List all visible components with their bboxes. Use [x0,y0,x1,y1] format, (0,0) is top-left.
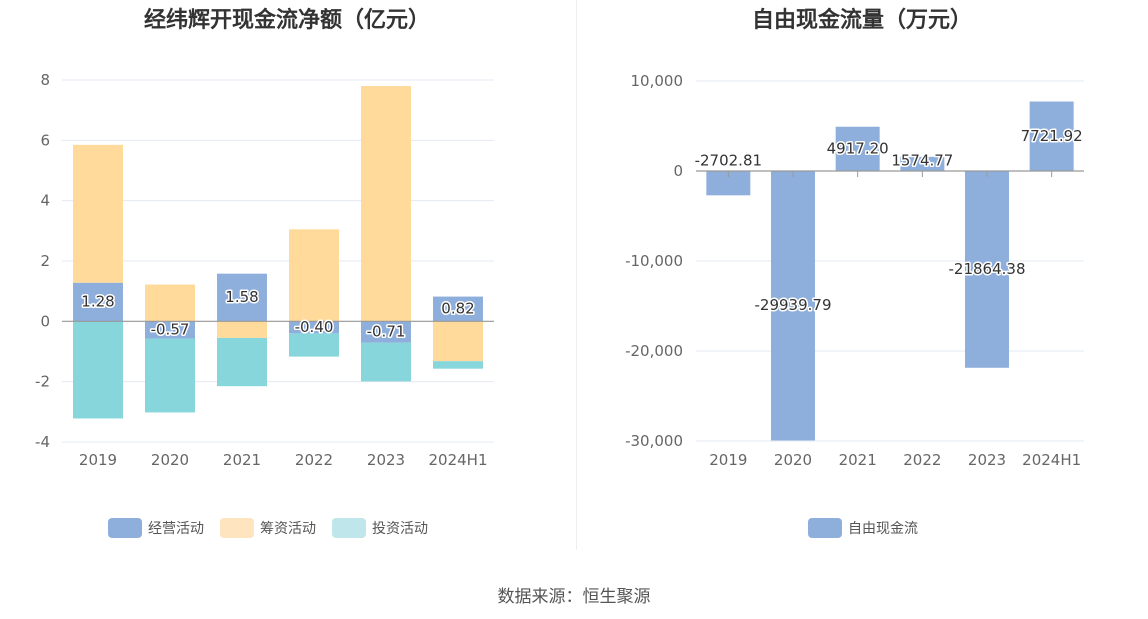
x-tick-label: 2024H1 [429,451,488,469]
bar-投资活动-2021 [217,337,267,387]
x-tick-label: 2020 [774,451,812,469]
legend-swatch-operating [108,518,142,538]
bar-筹资活动-2022 [289,229,339,322]
bar-筹资活动-2020 [145,284,195,322]
bar-fcf-2022 [900,156,945,171]
data-label: 4917.20 [827,139,889,157]
legend-label-operating: 经营活动 [148,521,204,537]
chart2-legend: 自由现金流 [808,518,918,538]
bar-筹资活动-2019 [73,144,123,283]
bar-投资活动-2023 [361,342,411,382]
bar-经营活动-2022 [289,321,339,334]
x-tick-label: 2021 [839,451,877,469]
chart1-legend: 经营活动 筹资活动 投资活动 [108,518,428,538]
legend-swatch-fcf [808,518,842,538]
bar-经营活动-2020 [145,321,195,339]
bar-筹资活动-2021 [217,321,267,338]
bar-fcf-2024H1 [1029,101,1074,171]
y-tick-label: -4 [35,433,50,451]
bar-筹资活动-2024H1 [433,321,483,362]
y-tick-label: -2 [35,373,50,391]
bar-投资活动-2019 [73,321,123,419]
y-tick-label: 6 [40,131,50,149]
bar-筹资活动-2023 [361,86,411,322]
bar-经营活动-2019 [73,282,123,322]
y-tick-label: 0 [40,312,50,330]
bar-经营活动-2021 [217,273,267,322]
x-tick-label: 2024H1 [1022,451,1081,469]
y-tick-label: -20,000 [625,342,683,360]
legend-label-fcf: 自由现金流 [848,521,918,537]
x-tick-label: 2019 [709,451,747,469]
legend-swatch-investing [332,518,366,538]
legend-swatch-financing [220,518,254,538]
bar-投资活动-2022 [289,333,339,357]
data-label: -2702.81 [695,152,762,170]
x-tick-label: 2021 [223,451,261,469]
y-tick-label: 0 [673,162,683,180]
legend-item-operating[interactable]: 经营活动 [108,518,204,538]
data-label: 1.28 [81,293,114,311]
x-tick-label: 2022 [903,451,941,469]
y-tick-label: -30,000 [625,432,683,450]
x-tick-label: 2023 [968,451,1006,469]
legend-item-fcf[interactable]: 自由现金流 [808,518,918,538]
cash-flow-chart: -4 -2 0 2 4 6 8 2019 2020 2021 2022 2023 2024H1 1.28 -… [35,71,494,469]
data-label: 1.58 [225,288,258,306]
data-label: 1574.77 [891,152,953,170]
bar-fcf-2020 [771,171,815,441]
free-cash-flow-chart: -30,000 -20,000 -10,000 0 10,000 2019 2020 2021… [625,72,1084,469]
data-label: -21864.38 [949,260,1026,278]
y-tick-label: 10,000 [631,72,684,90]
legend-item-investing[interactable]: 投资活动 [332,518,428,538]
data-label: 0.82 [441,299,474,317]
x-tick-label: 2022 [295,451,333,469]
x-tick-label: 2019 [79,451,117,469]
data-source-footer: 数据来源：恒生聚源 [497,587,651,607]
legend-label-financing: 筹资活动 [260,521,316,537]
chart1-title: 经纬辉开现金流净额（亿元） [143,8,430,33]
y-tick-label: 4 [40,192,50,210]
x-tick-label: 2020 [151,451,189,469]
chart2-title: 自由现金流量（万元） [751,8,972,33]
bar-投资活动-2020 [145,338,195,413]
data-label: 7721.92 [1021,127,1083,145]
bar-经营活动-2023 [361,321,411,343]
bar-经营活动-2024H1 [433,296,483,322]
bar-fcf-2023 [965,171,1009,368]
y-tick-label: 8 [40,71,50,89]
legend-label-investing: 投资活动 [372,521,428,537]
data-label: -0.40 [295,318,334,336]
x-tick-label: 2023 [367,451,405,469]
panel-divider [576,0,577,550]
data-label: -0.71 [367,323,406,341]
data-label: -29939.79 [755,296,832,314]
bar-投资活动-2024H1 [433,361,483,369]
data-label: -0.57 [151,320,190,338]
y-tick-label: -10,000 [625,252,683,270]
y-tick-label: 2 [40,252,50,270]
bar-fcf-2021 [835,126,880,171]
legend-item-financing[interactable]: 筹资活动 [220,518,316,538]
